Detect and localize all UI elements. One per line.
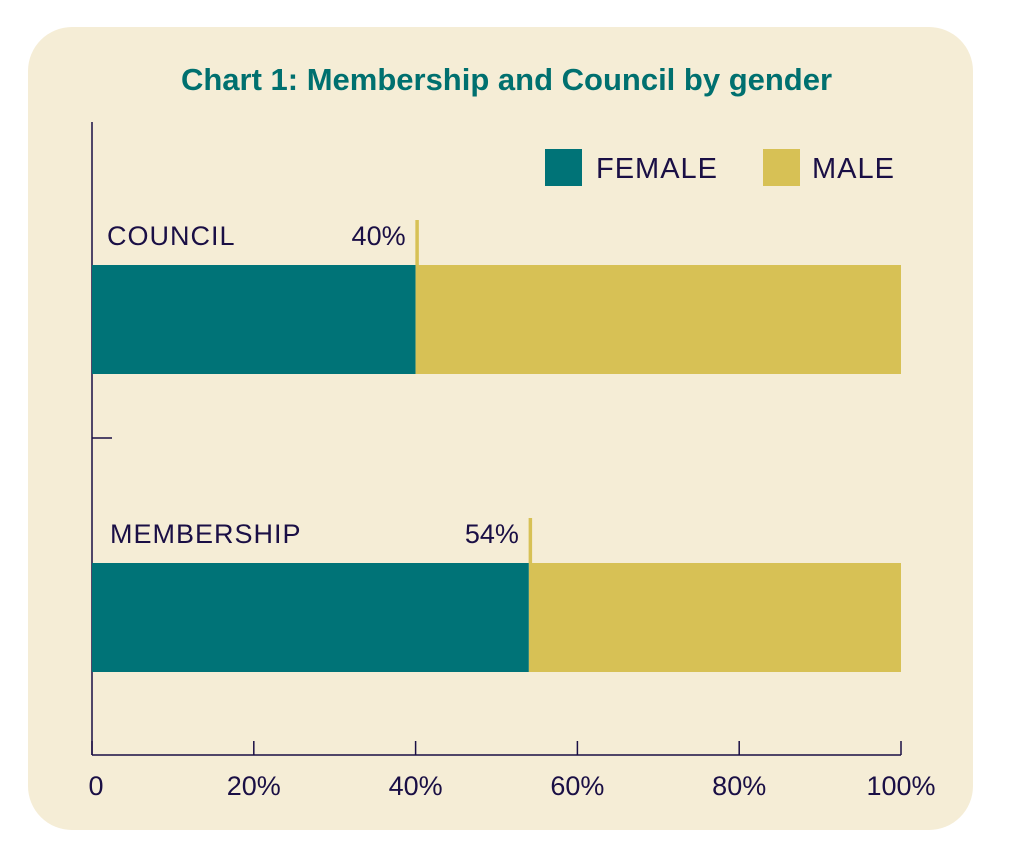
x-tick-label: 20% [227,771,281,801]
bar-female-membership [92,563,529,672]
x-tick-label: 40% [389,771,443,801]
x-tick-label: 100% [866,771,935,801]
chart-title: Chart 1: Membership and Council by gende… [180,62,833,97]
legend-label: MALE [812,153,895,185]
legend-label: FEMALE [596,153,718,185]
bar-male-council [415,265,901,374]
bar-female-council [92,265,416,374]
x-tick-label: 0 [88,771,103,801]
category-label: MEMBERSHIP [110,519,302,549]
legend-swatch-female [545,149,582,186]
bar-male-membership [528,563,901,672]
x-tick-label: 80% [712,771,766,801]
category-label: COUNCIL [107,221,236,251]
legend-swatch-male [763,149,800,186]
x-tick-label: 60% [550,771,604,801]
data-label: 54% [465,519,519,549]
chart-card [28,27,973,830]
data-label: 40% [352,221,406,251]
